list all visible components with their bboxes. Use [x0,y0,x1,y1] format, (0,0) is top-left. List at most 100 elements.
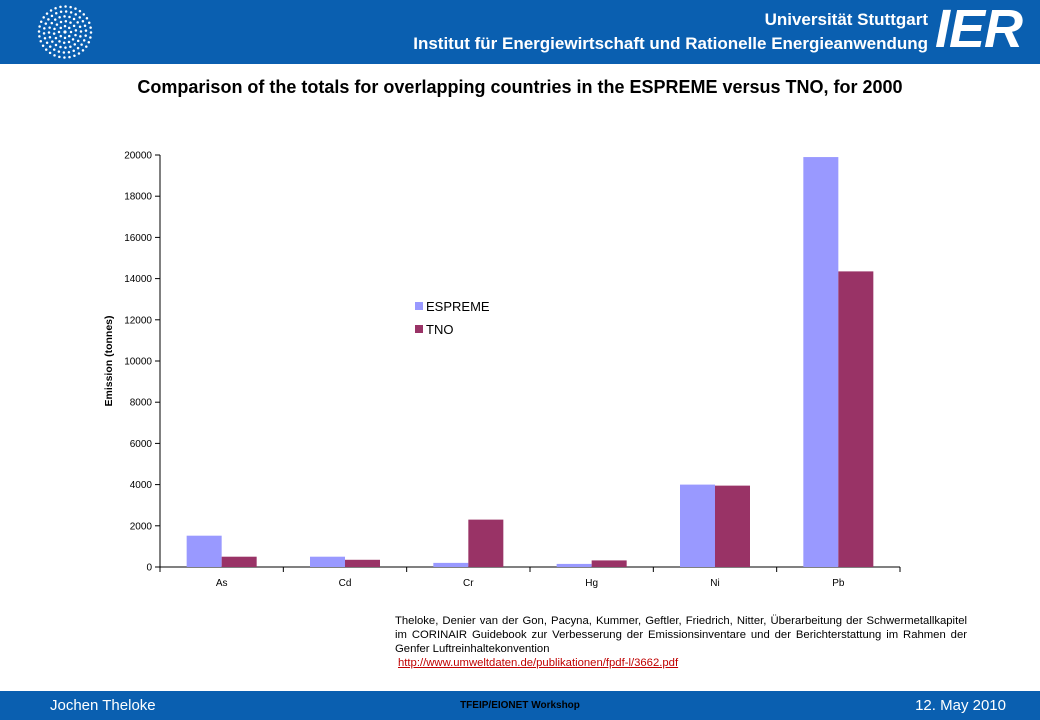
logo-dot [82,39,86,42]
logo-dot [71,38,75,41]
x-tick-label: Cd [339,578,352,589]
logo-dot [72,17,76,21]
bar-tno-cd [345,559,380,567]
logo-dot [54,7,57,10]
logo-dot [89,26,92,29]
logo-dot [80,43,83,46]
bar-espreme-as [186,535,222,567]
logo-dot [76,46,80,50]
logo-dot [58,55,61,59]
citation: Theloke, Denier van der Gon, Pacyna, Kum… [395,614,967,670]
logo-dot [76,21,79,24]
bar-tno-as [221,556,257,567]
citation-link[interactable]: http://www.umweltdaten.de/publikationen/… [398,657,679,669]
logo-dot [69,5,72,9]
y-tick-label: 8000 [130,398,153,409]
logo-dot [38,25,41,28]
logo-dot [59,10,63,14]
logo-dot [58,15,61,19]
logo-dot [41,44,45,47]
logo-dot [59,20,63,24]
logo-dot [72,24,76,28]
x-tick-label: As [216,578,228,589]
logo-dot [72,49,75,52]
y-tick-label: 18000 [124,192,152,203]
bar-tno-ni [715,485,750,567]
bar-espreme-hg [556,563,592,567]
y-tick-label: 12000 [124,315,152,326]
logo-dot [87,41,91,44]
logo-dot [50,21,54,25]
logo-dot [67,40,71,44]
footer-bar: Jochen Theloke TFEIP/EIONET Workshop 12.… [0,691,1040,720]
logo-dot [64,5,67,8]
logo-dot [48,45,52,48]
legend-swatch-espreme [415,302,423,310]
bar-espreme-pb [803,157,839,567]
logo-dot [77,52,81,55]
logo-dot [54,36,58,40]
logo-dot [69,30,73,34]
logo-dot [78,25,82,28]
logo-dot [85,45,88,48]
logo-dot [53,54,56,57]
footer-event: TFEIP/EIONET Workshop [460,700,580,711]
logo-dot [44,48,48,51]
logo-dot [42,16,45,19]
logo-dot [64,10,68,13]
logo-dot [68,15,71,19]
y-tick-label: 10000 [124,357,152,368]
logo-dot [47,18,50,21]
x-tick-label: Pb [832,578,845,589]
emission-bar-chart: 0 2000 4000 6000 8000 10000 12000 14000 16000 180… [103,151,901,589]
bar-tno-hg [591,560,627,567]
logo-dot [73,54,76,57]
x-tick-label: Hg [585,578,598,589]
logo-dot [68,55,71,59]
y-tick-label: 6000 [130,439,153,450]
logo-dot [55,12,58,15]
logo-dot [69,11,73,14]
logo-dot [54,43,58,47]
logo-dot [43,27,46,30]
logo-dot [52,32,56,35]
institute-abbreviation: IER [935,0,1023,59]
legend-swatch-tno [415,325,423,333]
y-tick-label: 4000 [130,480,153,491]
logo-dot [45,12,49,15]
logo-dot [63,24,67,28]
logo-dot [64,46,67,49]
logo-dot [38,35,41,38]
logo-dot [49,9,53,12]
logo-dot [74,29,78,32]
logo-dot [74,7,77,10]
logo-dot [84,29,88,32]
logo-dot [81,49,85,52]
logo-dot [89,36,92,39]
logo-dot [51,40,54,43]
logo-dot [84,34,87,37]
x-tick-label: Ni [710,578,719,589]
y-axis-label: Emission (tonnes) [103,315,115,406]
logo-dot [62,51,66,54]
logo-dot [82,13,86,16]
footer-author: Jochen Theloke [50,697,156,714]
logo-dot [57,30,61,34]
logo-dot [57,50,61,53]
logo-dot [59,5,62,9]
logo-dot [81,19,85,23]
y-tick-label: 14000 [124,274,152,285]
logo-dot [78,9,82,13]
university-logo-icon [37,5,93,59]
logo-dot [39,20,43,23]
logo-dot [69,21,72,24]
logo-dot [87,21,91,25]
logo-dot [45,41,49,45]
logo-dot [52,48,56,51]
logo-dot [59,45,62,49]
logo-dot [79,35,82,38]
logo-dot [74,13,78,16]
logo-dot [64,20,68,23]
logo-dot [76,39,80,43]
logo-dot [67,26,71,30]
